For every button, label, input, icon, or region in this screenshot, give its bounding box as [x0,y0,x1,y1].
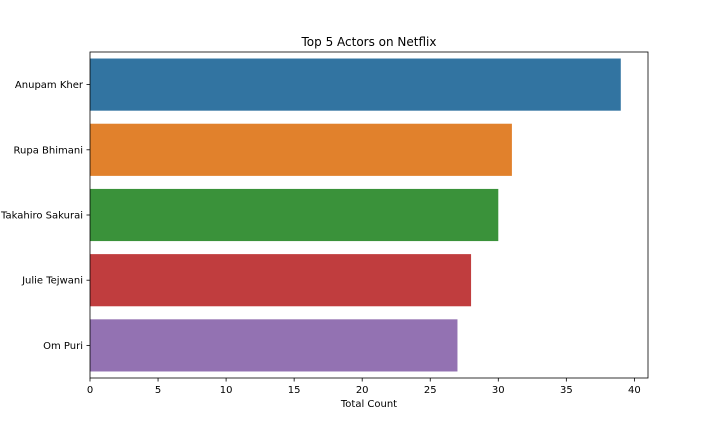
y-tick-label: Julie Tejwani [21,276,83,287]
x-axis-label: Total Count [340,399,397,410]
bar-rupa-bhimani [90,123,512,176]
chart-title: Top 5 Actors on Netflix [301,35,437,49]
y-tick-label: Takahiro Sakurai [0,211,83,222]
x-tick-label: 35 [560,385,573,396]
x-tick-label: 20 [356,385,369,396]
y-tick-label: Anupam Kher [15,80,84,91]
x-tick-label: 15 [288,385,301,396]
y-tick-label: Rupa Bhimani [14,145,83,156]
x-tick-label: 40 [628,385,641,396]
bar-om-puri [90,319,458,372]
x-axis: 0 5 10 15 20 25 30 35 40 [87,378,641,396]
x-tick-label: 5 [155,385,161,396]
plot-frame [89,51,649,379]
y-tick-label: Om Puri [43,341,83,352]
y-axis: Anupam Kher Rupa Bhimani Takahiro Sakurai J… [0,80,90,352]
bar-anupam-kher [90,58,621,111]
bar-takahiro-sakurai [90,188,499,242]
bar-julie-tejwani [90,254,472,307]
x-tick-label: 10 [220,385,233,396]
x-tick-label: 30 [492,385,505,396]
bars-group [90,58,621,372]
x-tick-label: 25 [424,385,437,396]
x-tick-label: 0 [87,385,93,396]
